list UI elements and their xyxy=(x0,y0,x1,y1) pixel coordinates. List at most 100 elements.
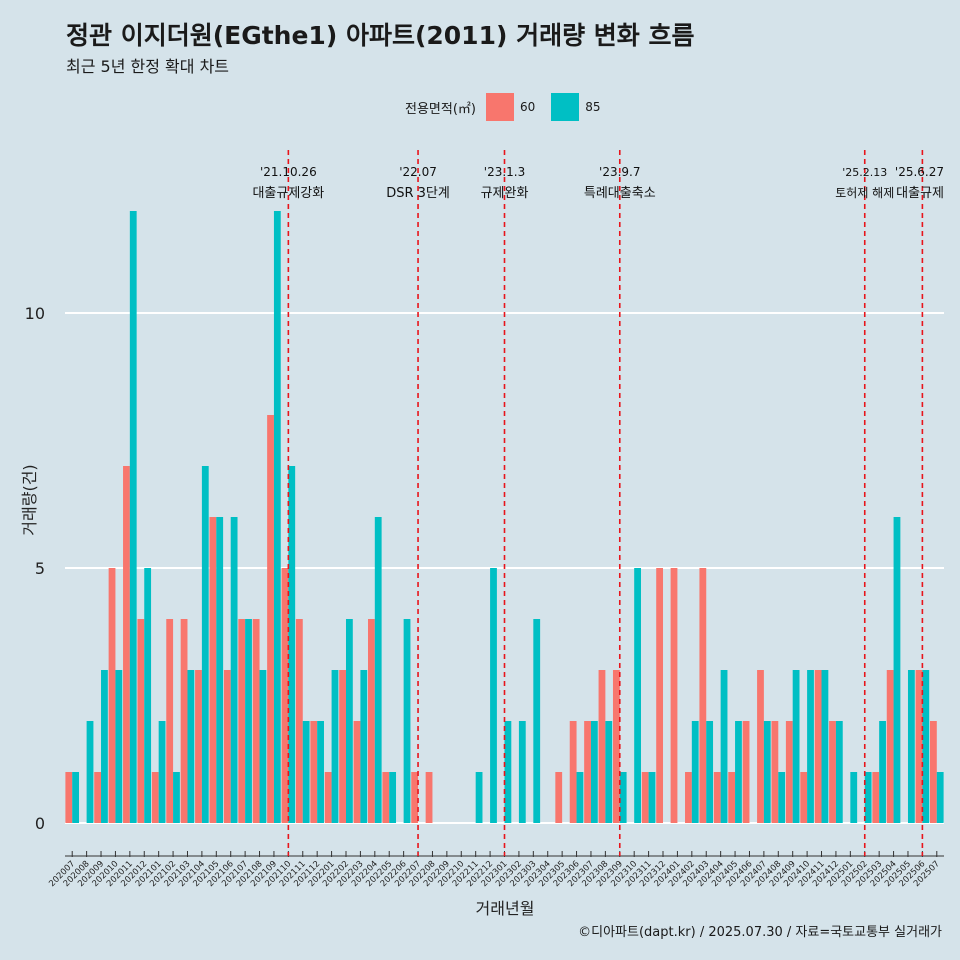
y-tick-label-0: 0 xyxy=(35,814,45,833)
bar-85-202504 xyxy=(893,517,901,823)
bar-60-202011 xyxy=(123,466,130,823)
bar-60-202106 xyxy=(223,670,231,823)
bar-60-202010 xyxy=(108,568,116,823)
bar-60-202305 xyxy=(555,772,563,823)
x-axis-title: 거래년월 xyxy=(476,899,535,918)
bar-60-202406 xyxy=(742,721,750,823)
bar-85-202306 xyxy=(576,772,584,823)
legend-label-60: 60 xyxy=(519,100,536,114)
bar-85-202010 xyxy=(115,670,123,823)
bar-60-202111 xyxy=(295,619,303,823)
event-label-0: 대출규제강화 xyxy=(252,186,324,201)
bar-60-202102 xyxy=(166,619,174,823)
bar-85-202103 xyxy=(187,670,195,823)
bar-85-202007 xyxy=(72,772,80,823)
event-date-2: '23.1.3 xyxy=(484,165,525,179)
bar-85-202106 xyxy=(230,517,238,823)
bar-60-202009 xyxy=(94,772,102,823)
bar-60-202201 xyxy=(324,772,332,823)
event-label-2: 규제완화 xyxy=(481,186,529,201)
bar-60-202205 xyxy=(382,772,390,823)
bar-60-202105 xyxy=(209,517,217,823)
bar-85-202206 xyxy=(403,619,411,823)
legend-label-85: 85 xyxy=(585,100,601,114)
bar-85-202301 xyxy=(504,721,512,823)
bar-60-202503 xyxy=(872,772,880,823)
event-label-1: DSR 3단계 xyxy=(386,186,450,201)
bar-85-202503 xyxy=(879,721,886,823)
bar-85-202012 xyxy=(144,568,152,823)
y-tick-label-5: 5 xyxy=(35,559,45,578)
bar-85-202105 xyxy=(216,517,224,823)
bar-60-202007 xyxy=(65,772,73,823)
bar-60-202311 xyxy=(641,772,649,823)
bar-60-202108 xyxy=(252,619,260,823)
bar-85-202403 xyxy=(706,721,714,823)
legend-swatch-60 xyxy=(485,93,514,121)
bar-60-202202 xyxy=(339,670,346,823)
bar-85-202111 xyxy=(302,721,310,823)
bar-60-202101 xyxy=(151,772,159,823)
bar-85-202411 xyxy=(821,670,829,823)
event-label-4: 토허제 해제 xyxy=(835,186,894,200)
bar-85-202402 xyxy=(691,721,699,823)
bar-60-202411 xyxy=(814,670,822,823)
bar-85-202302 xyxy=(518,721,526,823)
bar-60-202204 xyxy=(368,619,375,823)
bar-85-202201 xyxy=(331,670,339,823)
bar-85-202502 xyxy=(864,772,872,823)
bar-60-202109 xyxy=(267,415,274,823)
bar-85-202307 xyxy=(590,721,598,823)
bar-60-202207 xyxy=(411,772,419,823)
bar-85-202501 xyxy=(850,772,858,823)
bar-60-202402 xyxy=(685,772,692,823)
event-label-5: 대출규제 xyxy=(896,186,944,201)
bar-60-202507 xyxy=(929,721,937,823)
bar-85-202104 xyxy=(201,466,209,823)
y-axis-title: 거래량(건) xyxy=(20,464,39,535)
bar-85-202505 xyxy=(907,670,915,823)
chart-title: 정관 이지더원(EGthe1) 아파트(2011) 거래량 변화 흐름 xyxy=(66,21,695,50)
bar-60-202504 xyxy=(886,670,894,823)
bar-85-202008 xyxy=(86,721,94,823)
bar-60-202506 xyxy=(915,670,923,823)
bar-60-202403 xyxy=(699,568,707,823)
event-date-3: '23.9.7 xyxy=(599,165,640,179)
bar-85-202409 xyxy=(792,670,800,823)
bar-60-202107 xyxy=(238,619,246,823)
bar-60-202312 xyxy=(656,568,664,823)
bar-60-202308 xyxy=(598,670,606,823)
bar-85-202408 xyxy=(778,772,786,823)
bar-60-202409 xyxy=(785,721,793,823)
bar-60-202306 xyxy=(569,721,577,823)
bar-85-202303 xyxy=(533,619,541,823)
bar-85-202204 xyxy=(374,517,382,823)
bar-85-202203 xyxy=(360,670,368,823)
legend-title: 전용면적(㎡) xyxy=(405,101,476,117)
source-caption: ©디아파트(dapt.kr) / 2025.07.30 / 자료=국토교통부 실… xyxy=(578,925,942,940)
bar-85-202107 xyxy=(245,619,252,823)
bar-60-202307 xyxy=(584,721,591,823)
bar-60-202401 xyxy=(670,568,678,823)
bar-85-202309 xyxy=(619,772,627,823)
bar-85-202405 xyxy=(735,721,742,823)
bar-85-202110 xyxy=(288,466,296,823)
bar-85-202009 xyxy=(101,670,108,823)
bar-60-202012 xyxy=(137,619,145,823)
bar-60-202208 xyxy=(425,772,433,823)
legend: 전용면적(㎡) 60 85 xyxy=(405,93,611,121)
event-date-5: '25.6.27 xyxy=(895,165,944,179)
legend-swatch-85 xyxy=(551,93,580,121)
bar-85-202507 xyxy=(936,772,944,823)
bar-85-202311 xyxy=(648,772,656,823)
bar-85-202310 xyxy=(634,568,641,823)
event-date-1: '22.07 xyxy=(399,165,437,179)
bar-85-202308 xyxy=(605,721,613,823)
y-tick-label-10: 10 xyxy=(25,304,45,323)
bar-60-202407 xyxy=(757,670,764,823)
bar-85-202410 xyxy=(807,670,814,823)
bar-85-202212 xyxy=(490,568,497,823)
bar-85-202102 xyxy=(173,772,180,823)
bar-85-202211 xyxy=(475,772,483,823)
